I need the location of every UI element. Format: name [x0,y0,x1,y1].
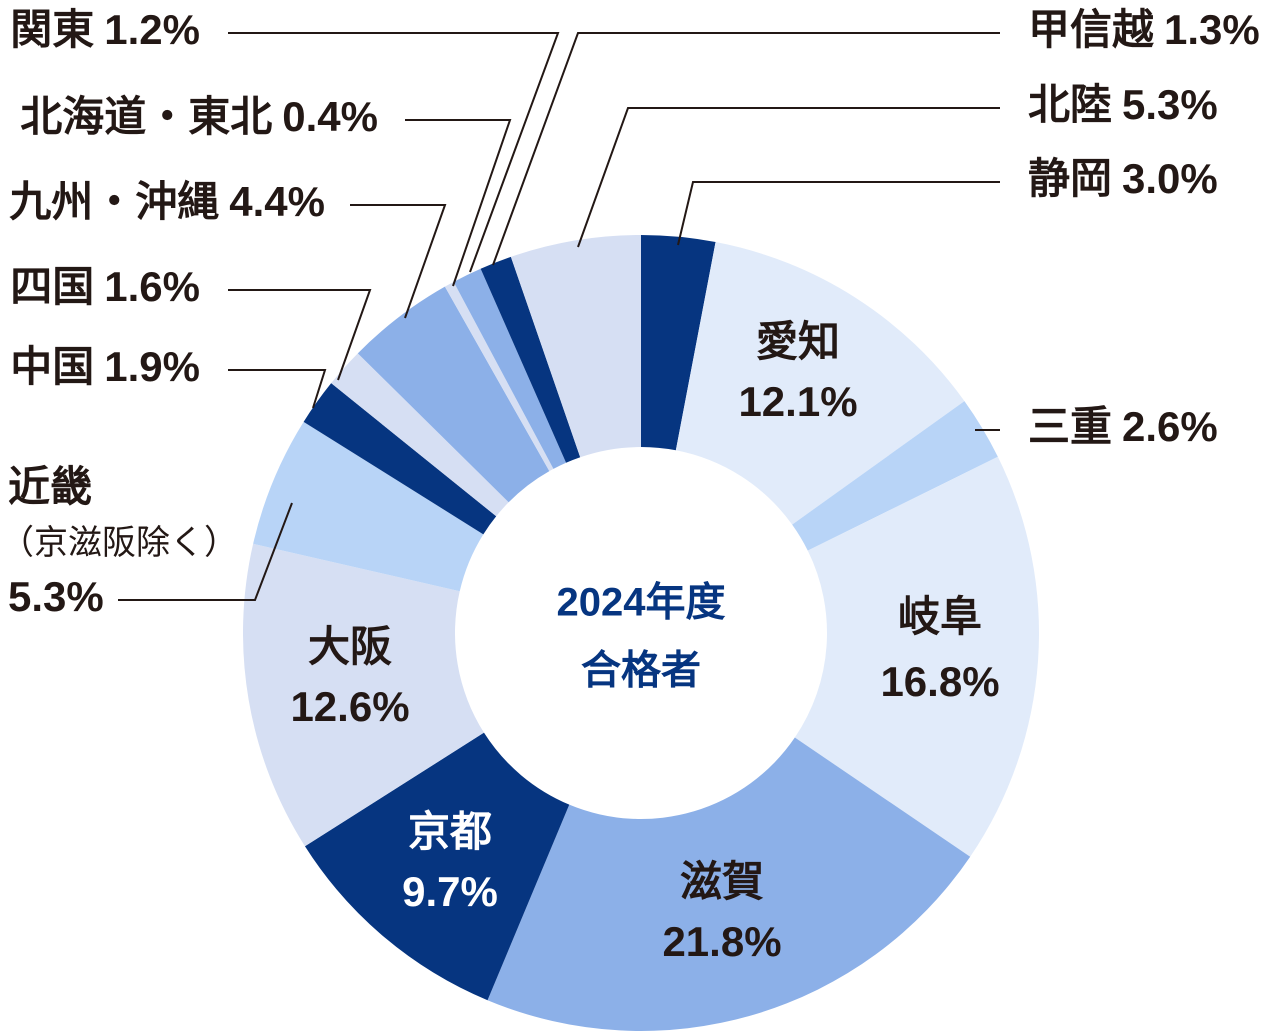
leader-line [228,369,327,409]
donut-segment [641,235,716,451]
donut-segment [510,235,641,458]
donut-segment [794,456,1039,857]
segment-label: 大阪 [308,623,392,670]
segment-label: 甲信越 [1028,6,1155,53]
leader-line [577,107,1000,248]
leader-line [677,181,1000,246]
value-label: 12.6% [290,683,409,730]
center-label: 2024年度 [557,581,726,625]
donut-segment [675,242,965,525]
segment-label: 北海道・東北 [20,93,272,140]
value-label: 1.2% [104,6,200,53]
value-label: 1.9% [104,343,200,390]
segment-label: 中国 [10,343,94,390]
leader-line [405,119,512,287]
donut-segment [480,256,581,463]
value-label: 5.3% [1122,81,1218,128]
segment-label: 北陸 [1028,81,1112,128]
value-label: 1.6% [104,263,200,310]
segment-label: 岐阜 [898,593,982,640]
segment-label: 滋賀 [680,858,764,905]
leader-line [118,502,293,601]
segment-label: 愛知 [756,318,840,365]
leader-line [350,204,447,319]
donut-segment [792,401,998,551]
segment-label: 九州・沖縄 [9,178,219,225]
value-label: 9.7% [402,868,498,915]
leader-lines [118,32,1000,601]
leader-line [228,32,560,273]
segment-label: 三重 [1028,403,1112,450]
labels: 愛知 12.1% 岐阜 16.8% 滋賀 21.8% 京都 9.7% 大阪 12.6% 静岡 3.0%… [0,6,1260,965]
segment-label: 近畿（京滋阪除く） [0,463,238,562]
segment-label: 関東 [10,6,94,53]
value-label: 0.4% [282,93,378,140]
donut-segment [242,543,484,847]
segment-label: 静岡 [1028,155,1112,202]
leader-line [492,32,1000,266]
value-label: 12.1% [738,378,857,425]
donut-segment [444,281,554,472]
value-label: 16.8% [880,658,999,705]
value-label: 2.6% [1122,403,1218,450]
value-label: 3.0% [1122,155,1218,202]
value-label: 4.4% [229,178,325,225]
donut-segment [304,732,570,1001]
value-label: 1.3% [1164,6,1260,53]
leader-line [228,289,372,381]
donut [242,235,1039,1031]
donut-segment [453,268,567,469]
center-label: 合格者 [581,649,701,693]
segment-label: 京都 [408,808,492,855]
donut-segment [487,737,971,1031]
donut-segment [303,383,497,535]
segment-label: 四国 [10,263,94,310]
donut-segment [331,353,509,517]
value-label: 5.3% [8,573,104,620]
donut-segment [253,421,484,592]
donut-segment [357,286,550,503]
value-label: 21.8% [662,918,781,965]
